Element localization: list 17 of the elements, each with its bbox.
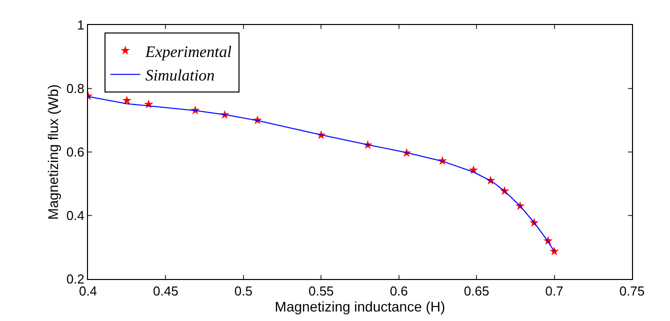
y-tick-label: 1 [77,18,84,33]
y-tick-label: 0.8 [66,81,84,96]
x-tick-label: 0.55 [308,284,334,299]
legend-label: Simulation [145,68,215,85]
x-tick-label: 0.45 [153,284,178,299]
x-tick-label: 0.7 [545,284,564,299]
legend-label: Experimental [144,44,232,61]
x-tick-label: 0.6 [390,284,408,299]
point [550,246,559,256]
x-tick-label: 0.5 [234,284,252,299]
x-tick-label: 0.75 [619,284,645,299]
x-tick-label: 0.65 [464,284,490,299]
x-axis-title: Magnetizing inductance (H) [274,298,446,315]
y-tick-label: 0.6 [66,144,84,160]
y-axis-title: Magnetizing flux (Wb) [44,84,61,220]
point [122,96,132,105]
y-tick-label: 0.4 [66,208,84,224]
